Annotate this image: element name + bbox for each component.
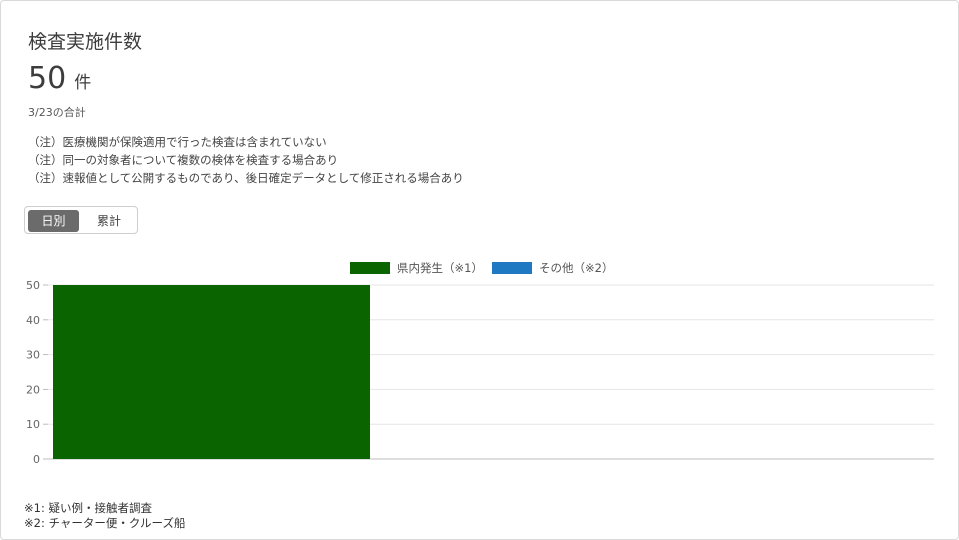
legend-label-other[interactable]: その他（※2） [539, 261, 614, 275]
y-tick-label: 30 [26, 349, 40, 362]
footnote-item: ※2: チャーター便・クルーズ船 [24, 516, 186, 530]
view-toggle: 日別 累計 [24, 206, 138, 234]
footnote-item: ※1: 疑い例・接触者調査 [24, 501, 152, 515]
y-tick-label: 0 [33, 453, 40, 466]
y-tick-label: 40 [26, 314, 40, 327]
legend-swatch-in-pref[interactable] [350, 262, 390, 274]
note-item: （注）同一の対象者について複数の検体を検査する場合あり [28, 153, 339, 167]
legend-label-in-pref[interactable]: 県内発生（※1） [397, 261, 483, 275]
cumulative-toggle-button[interactable]: 累計 [96, 214, 121, 228]
bar-chart: 0 10 20 30 40 50 [26, 279, 934, 466]
chart-legend: 県内発生（※1） その他（※2） [1, 259, 959, 277]
chart-title: 検査実施件数 [28, 31, 143, 53]
note-item: （注）速報値として公開するものであり、後日確定データとして修正される場合あり [28, 171, 464, 185]
notes: （注）医療機関が保険適用で行った検査は含まれていない （注）同一の対象者について… [28, 133, 464, 187]
daily-toggle-button[interactable]: 日別 [28, 210, 79, 232]
y-tick-label: 20 [26, 383, 40, 396]
y-tick-label: 10 [26, 418, 40, 431]
footnotes: ※1: 疑い例・接触者調査 ※2: チャーター便・クルーズ船 [24, 501, 185, 531]
y-tick-label: 50 [26, 279, 40, 292]
date-label: 3/23の合計 [28, 106, 86, 119]
total-value: 50 [28, 61, 67, 96]
bar-in-pref[interactable] [53, 285, 370, 459]
total-unit: 件 [74, 73, 92, 93]
legend-swatch-other[interactable] [492, 262, 532, 274]
note-item: （注）医療機関が保険適用で行った検査は含まれていない [28, 135, 327, 149]
total-count: 50 件 [28, 61, 91, 96]
